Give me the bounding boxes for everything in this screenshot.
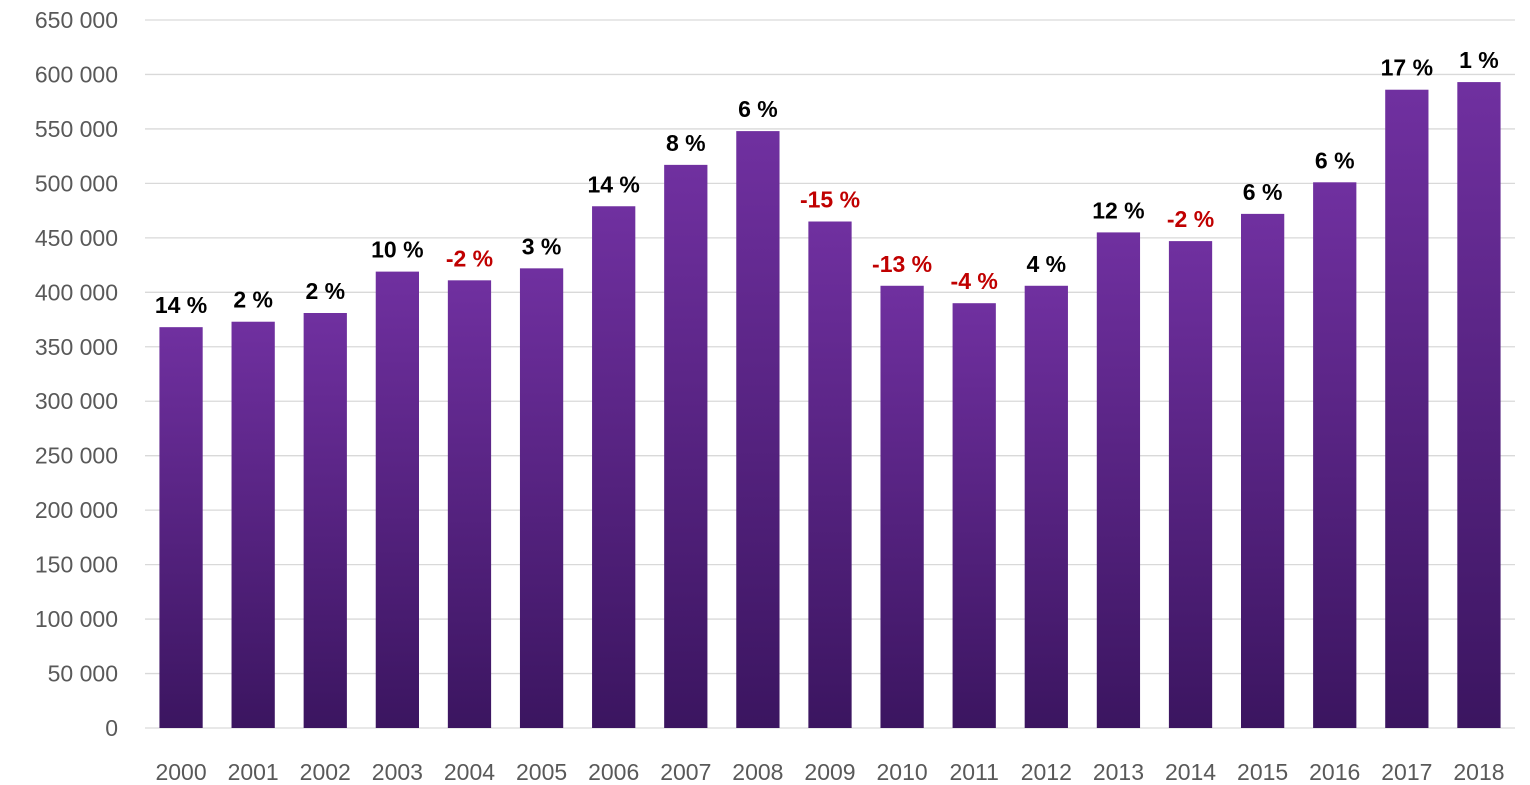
x-tick-label: 2004 [444,759,495,785]
x-tick-label: 2009 [804,759,855,785]
bar-2006 [592,206,636,728]
y-tick-label: 200 000 [35,497,118,523]
data-labels: 14 % 2 % 2 % 10 % -2 % 3 % 14 % 8 % 6 % -15 % -13 … [155,47,1499,318]
data-label-2010: -13 % [872,251,932,277]
bar-2002 [303,313,347,728]
data-label-2011: -4 % [951,268,998,294]
data-label-2007: 8 % [666,130,706,156]
bar-2013 [1096,232,1141,728]
data-label-2016: 6 % [1315,147,1355,173]
y-tick-label: 300 000 [35,388,118,414]
x-tick-label: 2006 [588,759,639,785]
data-label-2008: 6 % [738,96,778,122]
x-tick-label: 2017 [1381,759,1432,785]
bars [159,82,1501,729]
y-tick-label: 500 000 [35,170,118,196]
data-label-2013: 12 % [1092,197,1144,223]
x-tick-label: 2007 [660,759,711,785]
bar-2008 [736,131,780,728]
x-tick-label: 2010 [877,759,928,785]
data-label-2000: 14 % [155,292,207,318]
data-label-2014: -2 % [1167,206,1214,232]
bar-2017 [1385,89,1429,729]
x-tick-label: 2015 [1237,759,1288,785]
x-tick-label: 2014 [1165,759,1216,785]
data-label-2015: 6 % [1243,179,1283,205]
bar-2018 [1457,82,1501,728]
bar-2001 [231,321,275,728]
data-label-2004: -2 % [446,245,493,271]
x-tick-label: 2000 [155,759,206,785]
x-axis-tick-labels: 2000 2001 2002 2003 2004 2005 2006 2007 2008 2009… [155,759,1504,785]
bar-2007 [664,164,708,729]
x-tick-label: 2011 [949,759,998,785]
data-label-2006: 14 % [587,171,639,197]
y-tick-label: 250 000 [35,443,118,469]
x-tick-label: 2016 [1309,759,1360,785]
x-tick-label: 2002 [300,759,351,785]
y-tick-label: 350 000 [35,334,118,360]
x-tick-label: 2013 [1093,759,1144,785]
bar-2015 [1241,213,1285,729]
x-tick-label: 2001 [228,759,279,785]
bar-2005 [519,268,564,728]
y-tick-label: 450 000 [35,225,118,251]
data-label-2002: 2 % [305,278,345,304]
data-label-2018: 1 % [1459,47,1499,73]
y-tick-label: 100 000 [35,606,118,632]
y-tick-label: 50 000 [48,661,118,687]
y-tick-label: 0 [105,715,118,741]
y-tick-label: 400 000 [35,279,118,305]
x-tick-label: 2012 [1021,759,1072,785]
y-tick-label: 600 000 [35,61,118,87]
y-tick-label: 650 000 [35,7,118,33]
bar-2014 [1168,241,1213,729]
x-tick-label: 2005 [516,759,567,785]
y-tick-label: 550 000 [35,116,118,142]
x-tick-label: 2003 [372,759,423,785]
bar-2004 [447,280,492,728]
data-label-2017: 17 % [1381,55,1433,81]
bar-2009 [808,221,852,728]
x-tick-label: 2018 [1453,759,1504,785]
bar-2003 [375,271,419,728]
data-label-2005: 3 % [522,233,562,259]
y-tick-label: 150 000 [35,552,118,578]
x-tick-label: 2008 [732,759,783,785]
bar-2010 [880,285,924,728]
bar-2000 [159,327,203,728]
y-axis-tick-labels: 0 50 000 100 000 150 000 200 000 250 000 300 0… [35,7,118,741]
bar-2011 [952,303,996,728]
data-label-2001: 2 % [233,287,273,313]
bar-2012 [1024,285,1068,728]
bar-2016 [1313,182,1357,728]
data-label-2012: 4 % [1026,251,1066,277]
data-label-2009: -15 % [800,187,860,213]
data-label-2003: 10 % [371,237,423,263]
